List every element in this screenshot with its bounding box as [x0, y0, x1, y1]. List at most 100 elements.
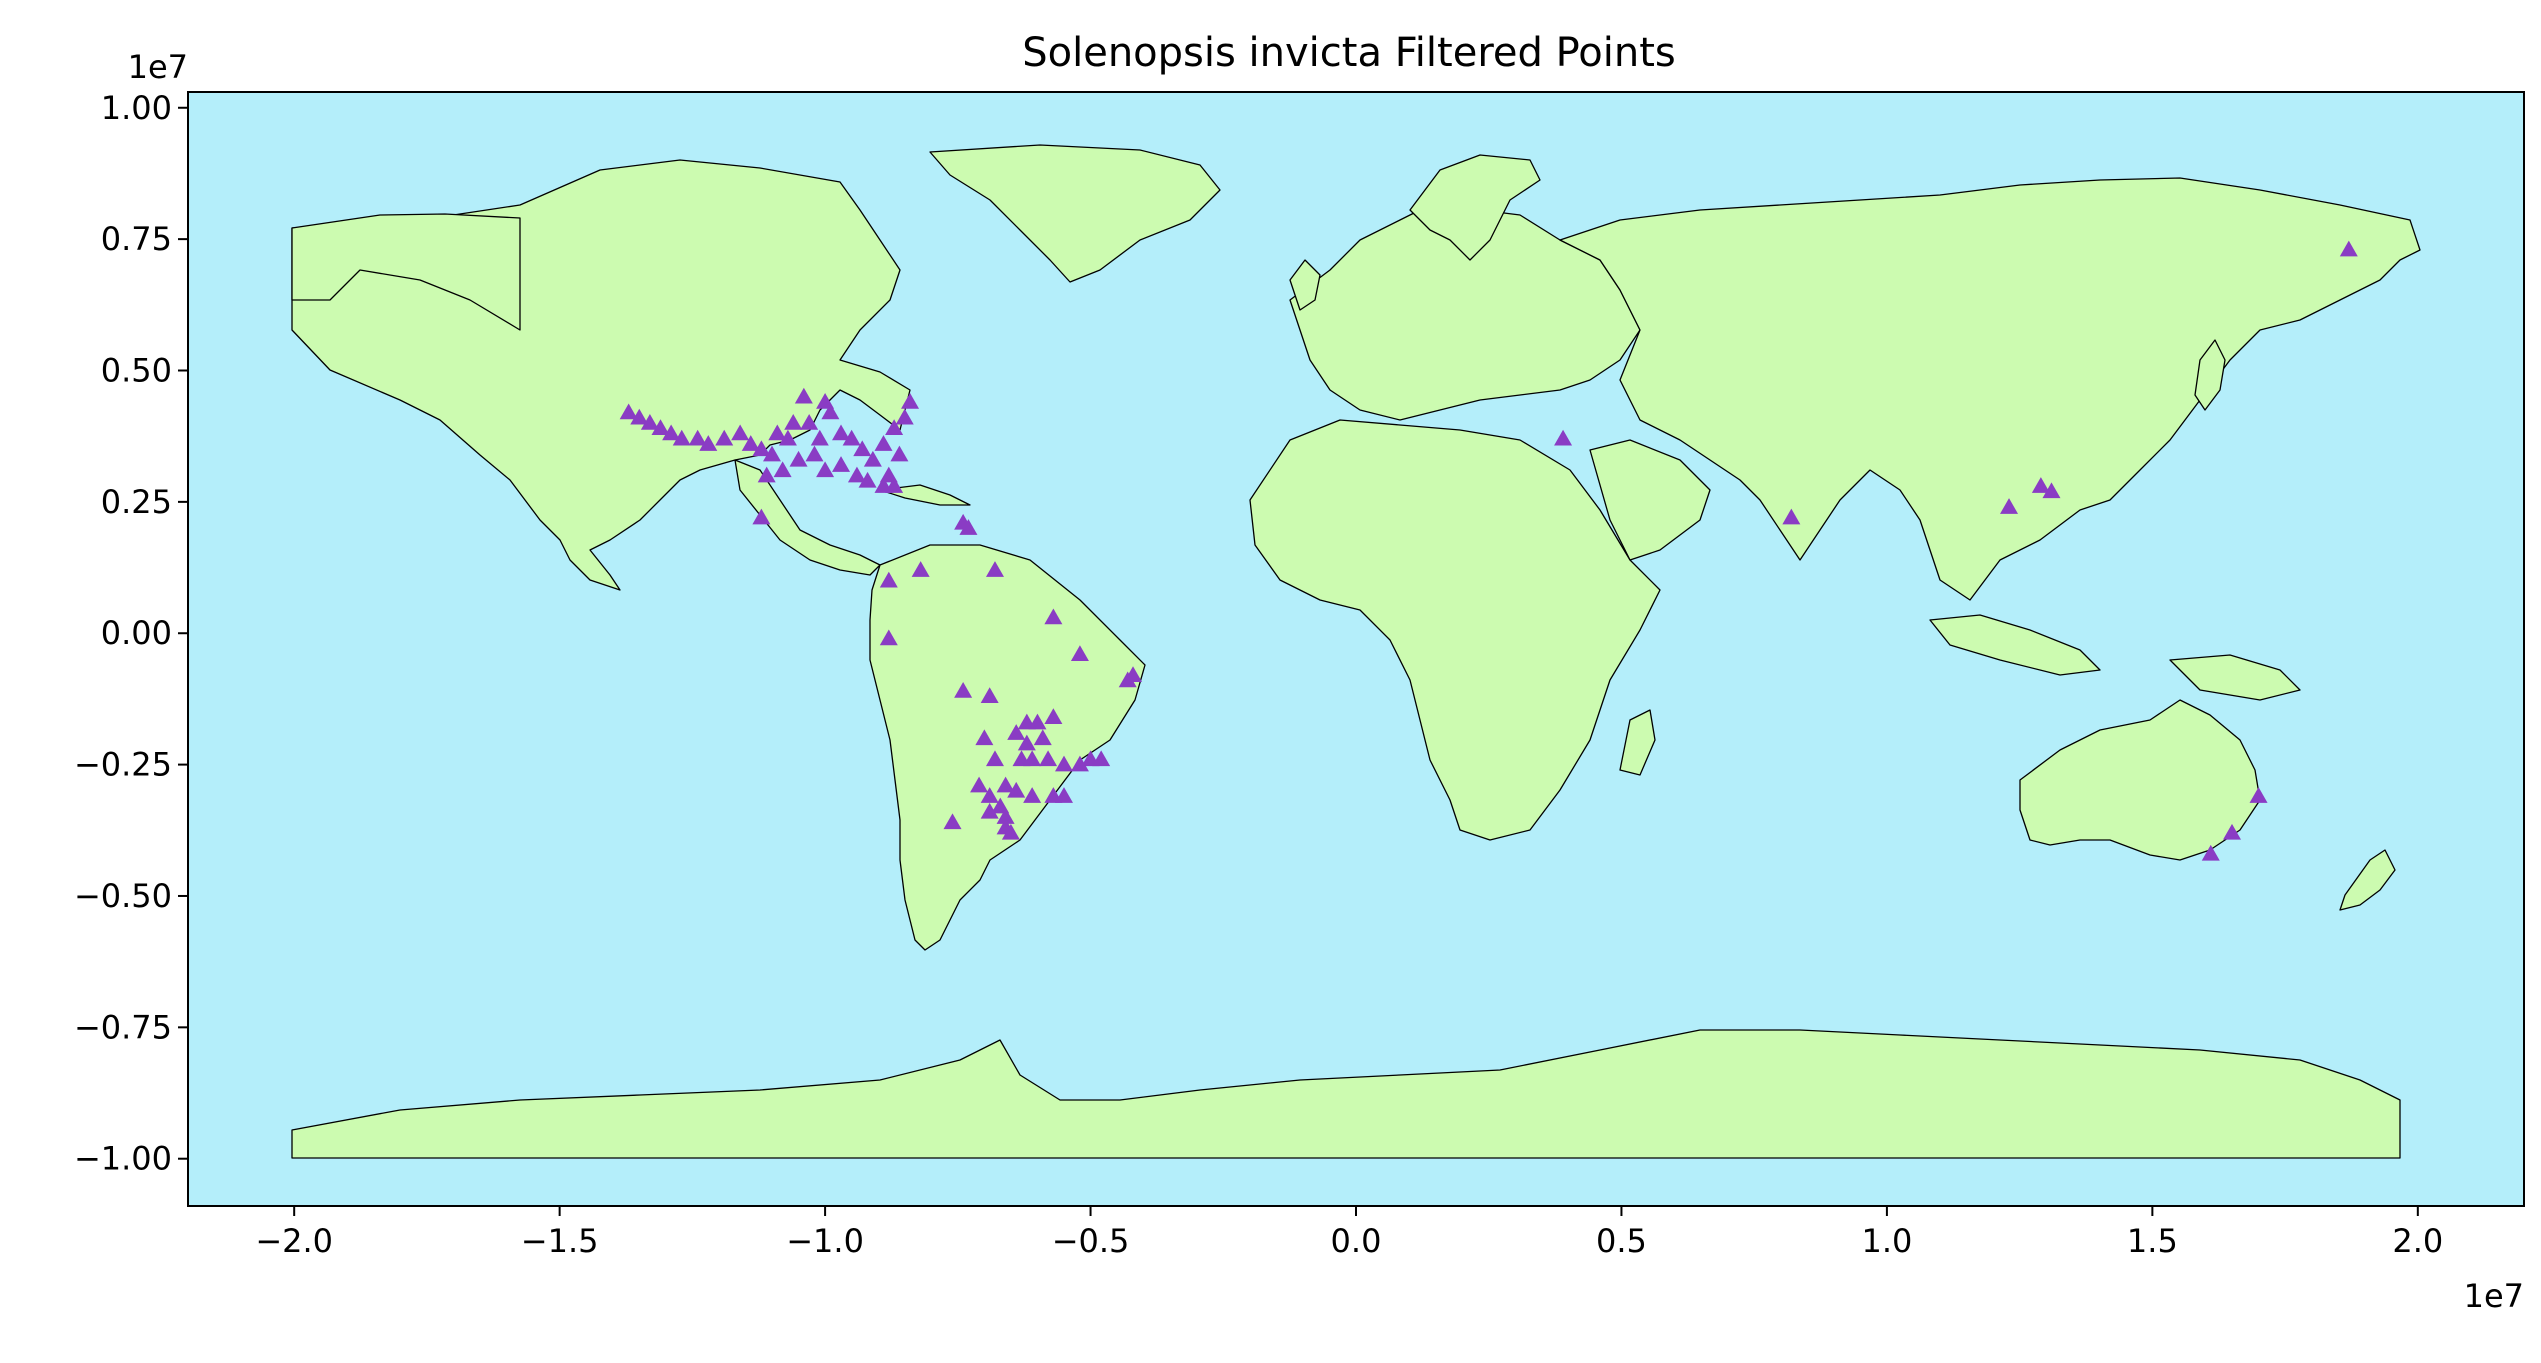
- observation-point: [2249, 787, 2268, 803]
- x-tick-label: −1.0: [786, 1222, 864, 1260]
- uk: [1289, 259, 1321, 311]
- y-tick-label: 0.75: [101, 220, 172, 258]
- observation-point: [975, 729, 994, 746]
- observation-point: [1070, 645, 1089, 662]
- observation-point: [1092, 750, 1111, 767]
- south-america: [869, 544, 1146, 951]
- observation-point: [662, 424, 681, 441]
- x-tick-label: −0.5: [1052, 1222, 1130, 1260]
- x-tick-label: 0.5: [1596, 1222, 1647, 1260]
- observation-point: [980, 687, 999, 704]
- observation-point: [1007, 781, 1026, 798]
- observation-point: [1033, 729, 1052, 746]
- observation-point: [1044, 608, 1063, 625]
- y-axis-offset-label: 1e7: [128, 48, 188, 86]
- observation-point: [879, 629, 898, 646]
- observation-point: [1118, 671, 1137, 688]
- observation-point: [810, 429, 829, 446]
- observation-point: [954, 682, 973, 698]
- observation-point: [757, 466, 776, 483]
- southeast-asia-islands: [1929, 614, 2101, 676]
- arabia: [1589, 439, 1711, 561]
- observation-point: [2000, 498, 2019, 514]
- observation-point: [853, 440, 872, 457]
- observation-point: [2201, 844, 2220, 861]
- observation-point: [800, 414, 819, 430]
- x-tick-label: 1.0: [1861, 1222, 1912, 1260]
- alaska: [291, 213, 521, 331]
- observation-point: [630, 408, 649, 425]
- observation-point: [879, 571, 898, 588]
- observation-point: [805, 445, 824, 462]
- observation-point: [768, 424, 787, 441]
- observation-point: [1012, 750, 1031, 767]
- observation-point: [847, 466, 866, 483]
- observation-point: [752, 440, 771, 457]
- greenland: [929, 144, 1221, 283]
- asia: [1559, 177, 2421, 601]
- madagascar: [1619, 709, 1656, 776]
- y-axis: 1.00 0.75 0.50 0.25 0.00 −0.25 −0.50 −0.75 −1.00: [74, 89, 188, 1178]
- observation-point: [863, 450, 882, 467]
- x-tick-label: 2.0: [2392, 1222, 2443, 1260]
- observation-point: [879, 466, 898, 483]
- observation-point: [1044, 708, 1063, 725]
- y-tick-label: −0.75: [74, 1008, 172, 1046]
- observation-point: [885, 477, 904, 493]
- observation-point: [1023, 787, 1042, 803]
- observation-point: [895, 408, 914, 425]
- y-tick-label: 0.25: [101, 483, 172, 521]
- y-tick-label: −0.50: [74, 877, 172, 915]
- observation-point: [980, 802, 999, 819]
- y-tick-label: 1.00: [101, 89, 172, 127]
- observation-point: [1039, 750, 1058, 767]
- x-tick-label: 0.0: [1331, 1222, 1382, 1260]
- chart-title: Solenopsis invicta Filtered Points: [1022, 30, 1676, 76]
- observation-point: [763, 445, 781, 462]
- observation-point: [741, 435, 760, 451]
- observation-point: [651, 419, 670, 436]
- observation-point: [619, 403, 638, 420]
- observation-point: [980, 787, 999, 803]
- y-tick-label: 0.50: [101, 352, 172, 390]
- land-layer: [291, 144, 2421, 1159]
- africa: [1249, 419, 1661, 841]
- observation-point: [901, 393, 920, 409]
- observation-point: [996, 808, 1015, 824]
- x-tick-label: −1.5: [521, 1222, 599, 1260]
- observation-point: [1782, 508, 1801, 525]
- antarctica: [291, 1029, 2401, 1159]
- observation-point: [699, 435, 718, 451]
- observation-point: [778, 429, 797, 446]
- observation-point: [1028, 713, 1047, 730]
- observation-point: [970, 776, 989, 793]
- observation-point: [816, 461, 835, 478]
- cuba: [879, 484, 971, 506]
- observation-point: [1017, 734, 1036, 751]
- observation-point: [1070, 755, 1089, 772]
- observation-point: [715, 429, 734, 446]
- observation-point: [773, 461, 792, 478]
- observation-point: [816, 393, 835, 409]
- observation-point: [688, 429, 707, 446]
- observation-point: [789, 450, 808, 467]
- observation-point: [794, 387, 813, 404]
- observation-point: [842, 429, 861, 446]
- observation-point: [1055, 787, 1073, 803]
- observation-point: [752, 508, 771, 525]
- x-tick-label: −2.0: [255, 1222, 333, 1260]
- y-tick-label: 0.00: [101, 614, 172, 652]
- observation-point: [885, 419, 904, 436]
- observation-point: [985, 561, 1004, 577]
- observation-point: [821, 403, 840, 420]
- new-zealand: [2339, 849, 2396, 911]
- observation-point: [2223, 823, 2241, 840]
- y-tick-label: −0.25: [74, 746, 172, 784]
- observation-point: [832, 456, 851, 472]
- observation-point: [911, 561, 930, 577]
- observation-point: [1001, 823, 1020, 840]
- observation-point: [832, 424, 851, 441]
- observation-point: [996, 776, 1015, 793]
- observation-point: [959, 519, 978, 535]
- observation-point: [890, 445, 909, 462]
